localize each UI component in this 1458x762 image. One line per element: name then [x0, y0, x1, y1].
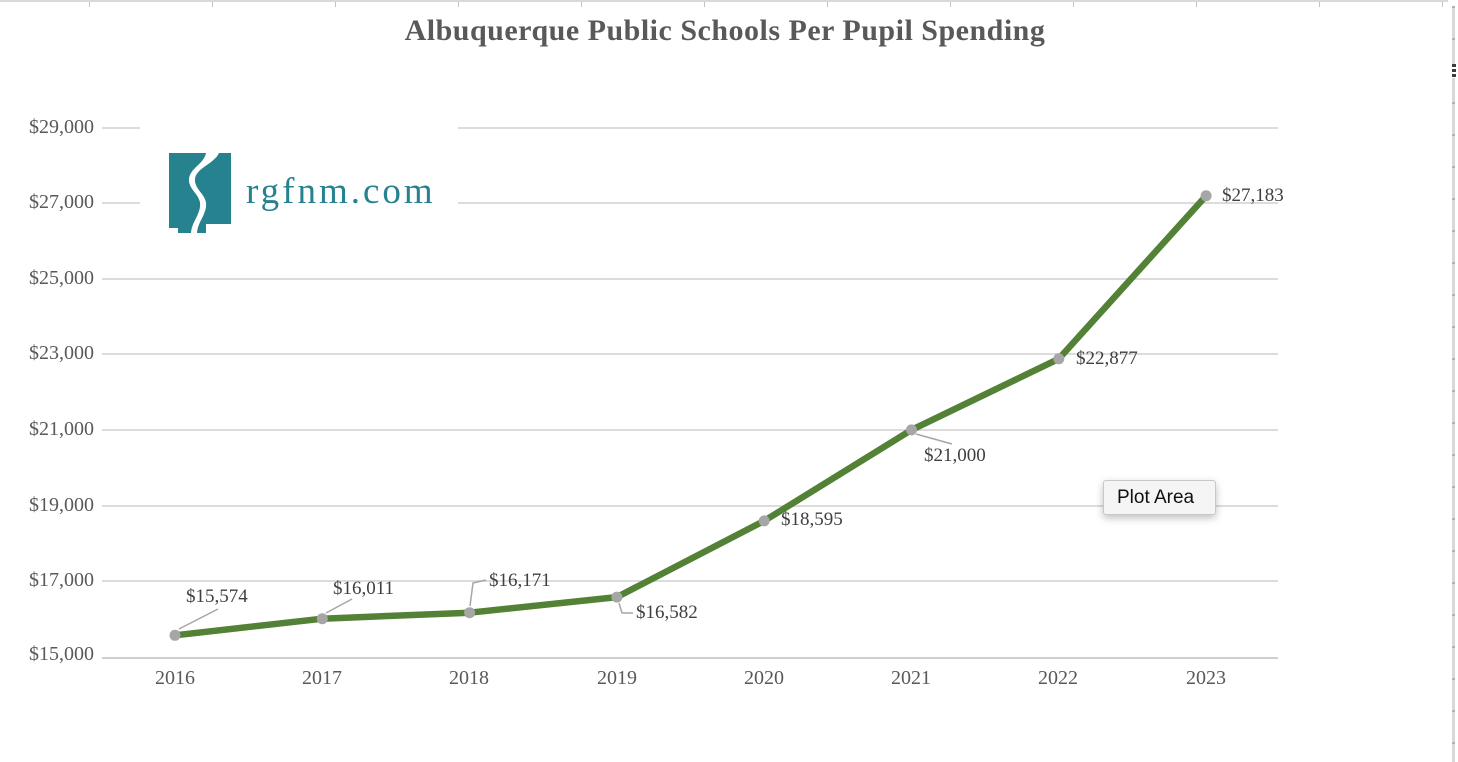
rgfnm-logo: rgfnm.com	[140, 108, 458, 254]
series-line[interactable]	[174, 193, 1209, 639]
gridline-23000	[102, 353, 1278, 355]
data-label-2020[interactable]: $18,595	[781, 509, 843, 530]
data-label-2019[interactable]: $16,582	[636, 602, 698, 623]
leader-line-2021	[915, 433, 953, 445]
x-axis-line	[102, 657, 1278, 659]
leader-line-2018	[469, 579, 487, 607]
data-point-marker-2017[interactable]	[316, 613, 328, 625]
x-axis-tick-label[interactable]: 2018	[449, 667, 489, 689]
data-point-marker-2018[interactable]	[464, 607, 476, 619]
y-axis-tick-label[interactable]: $23,000	[29, 342, 94, 364]
data-point-marker-2020[interactable]	[758, 515, 770, 527]
chart-title[interactable]: Albuquerque Public Schools Per Pupil Spe…	[404, 14, 1046, 47]
data-label-2021[interactable]: $21,000	[924, 445, 986, 466]
x-axis-tick-label[interactable]: 2023	[1186, 667, 1226, 689]
data-point-marker-2016[interactable]	[169, 629, 181, 641]
leader-line-2019	[618, 602, 633, 614]
spreadsheet-top-row-edge	[0, 0, 1448, 7]
spreadsheet-row-selection-marker	[1452, 64, 1456, 78]
y-axis-tick-label[interactable]: $21,000	[29, 418, 94, 440]
data-label-2023[interactable]: $27,183	[1222, 185, 1284, 206]
spreadsheet-right-column-edge	[1452, 6, 1455, 762]
data-label-2017[interactable]: $16,011	[333, 578, 395, 599]
plot-area-tooltip: Plot Area	[1103, 480, 1216, 515]
data-point-marker-2021[interactable]	[906, 424, 917, 436]
gridline-21000	[102, 429, 1278, 431]
new-mexico-river-icon	[169, 153, 231, 233]
y-axis-tick-label[interactable]: $25,000	[29, 267, 94, 289]
data-point-marker-2019[interactable]	[611, 591, 623, 603]
data-label-2022[interactable]: $22,877	[1076, 348, 1138, 369]
y-axis-tick-label[interactable]: $17,000	[29, 569, 94, 591]
x-axis-tick-label[interactable]: 2021	[891, 667, 931, 689]
x-axis-tick-label[interactable]: 2016	[155, 667, 195, 689]
data-point-marker-2023[interactable]	[1200, 190, 1212, 202]
gridline-25000	[102, 278, 1278, 280]
x-axis-tick-label[interactable]: 2017	[302, 667, 342, 689]
data-point-marker-2022[interactable]	[1053, 353, 1065, 365]
x-axis-tick-label[interactable]: 2022	[1038, 667, 1078, 689]
y-axis-tick-label[interactable]: $29,000	[29, 116, 94, 138]
x-axis-tick-label[interactable]: 2019	[597, 667, 637, 689]
leader-line-2016	[178, 608, 219, 630]
y-axis-tick-label[interactable]: $19,000	[29, 494, 94, 516]
gridline-19000	[102, 505, 1278, 507]
data-label-leader-lines	[178, 433, 953, 630]
data-label-2016[interactable]: $15,574	[186, 586, 248, 607]
x-axis-tick-label[interactable]: 2020	[744, 667, 784, 689]
leader-line-2017	[325, 598, 353, 614]
y-axis-tick-label[interactable]: $15,000	[29, 643, 94, 665]
gridline-17000	[102, 580, 1278, 582]
gridline-27000	[102, 202, 1278, 204]
y-axis-tick-label[interactable]: $27,000	[29, 191, 94, 213]
data-label-2018[interactable]: $16,171	[489, 570, 551, 591]
gridline-29000	[102, 127, 1278, 129]
logo-text: rgfnm.com	[246, 171, 436, 212]
